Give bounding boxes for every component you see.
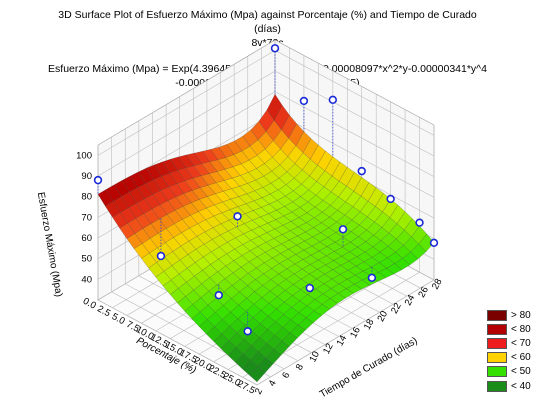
z-tick-label: 80 xyxy=(81,192,92,203)
z-tick-label: 60 xyxy=(81,233,92,244)
data-point xyxy=(305,283,314,293)
legend-item: < 60 xyxy=(487,351,531,365)
y-tick-label: 16 xyxy=(348,325,363,340)
data-point xyxy=(338,225,348,234)
legend-label: < 40 xyxy=(511,380,531,392)
y-tick-label: 14 xyxy=(335,333,350,348)
x-tick-label: 5.0 xyxy=(110,311,127,327)
y-tick-label: 26 xyxy=(416,285,431,300)
legend-swatch xyxy=(487,323,507,335)
legend-label: > 80 xyxy=(511,309,531,321)
y-tick-label: 20 xyxy=(375,309,390,324)
legend-label: < 60 xyxy=(511,352,531,364)
z-tick-label: 100 xyxy=(76,150,92,161)
data-point xyxy=(299,96,309,106)
legend-item: < 50 xyxy=(487,365,531,379)
legend-item: < 80 xyxy=(487,322,531,336)
legend-swatch xyxy=(487,337,507,349)
data-point xyxy=(328,95,338,105)
data-point xyxy=(429,238,439,248)
data-point xyxy=(156,251,166,261)
legend-item: < 70 xyxy=(487,336,531,350)
z-axis-label: Esfuerzo Máximo (Mpa) xyxy=(35,191,64,297)
y-gridline xyxy=(97,145,258,386)
y-tick-label: 12 xyxy=(321,342,336,357)
legend-swatch xyxy=(487,380,507,392)
x-tick-label: 0.0 xyxy=(81,296,98,312)
x-tick-label: 2.5 xyxy=(95,303,112,319)
x-tick-label: 7.5 xyxy=(124,319,141,335)
data-point xyxy=(415,218,424,227)
legend-label: < 70 xyxy=(511,337,531,349)
y-tick-label: 2 xyxy=(253,387,265,397)
y-tick-label: 8 xyxy=(294,362,306,372)
z-tick-label: 90 xyxy=(81,171,92,182)
y-tick-label: 28 xyxy=(430,277,445,292)
y-tick-label: 22 xyxy=(389,301,404,316)
z-tick-label: 40 xyxy=(81,274,92,285)
data-point xyxy=(214,290,223,300)
legend-item: > 80 xyxy=(487,308,531,322)
legend-swatch xyxy=(487,352,507,364)
data-point xyxy=(243,327,252,336)
legend-item: < 40 xyxy=(487,379,531,393)
legend-swatch xyxy=(487,366,507,378)
y-axis-label: Tiempo de Curado (días) xyxy=(318,335,419,400)
legend: > 80 < 80 < 70 < 60 < 50 < 40 xyxy=(487,308,531,393)
data-point xyxy=(270,44,280,53)
data-point xyxy=(233,212,242,221)
y-tick-label: 4 xyxy=(267,378,279,388)
y-tick-label: 6 xyxy=(280,370,292,380)
legend-label: < 50 xyxy=(511,366,531,378)
data-point xyxy=(93,175,103,185)
data-point xyxy=(367,273,377,283)
y-tick-label: 10 xyxy=(307,350,322,365)
legend-label: < 80 xyxy=(511,323,531,335)
data-point xyxy=(357,166,366,176)
y-tick-label: 24 xyxy=(403,293,418,308)
z-tick-label: 50 xyxy=(81,254,92,265)
y-tick-label: 18 xyxy=(362,317,377,332)
data-point xyxy=(386,194,395,204)
legend-swatch xyxy=(487,309,507,321)
surface-cell xyxy=(249,366,266,383)
z-tick-label: 70 xyxy=(81,212,92,223)
